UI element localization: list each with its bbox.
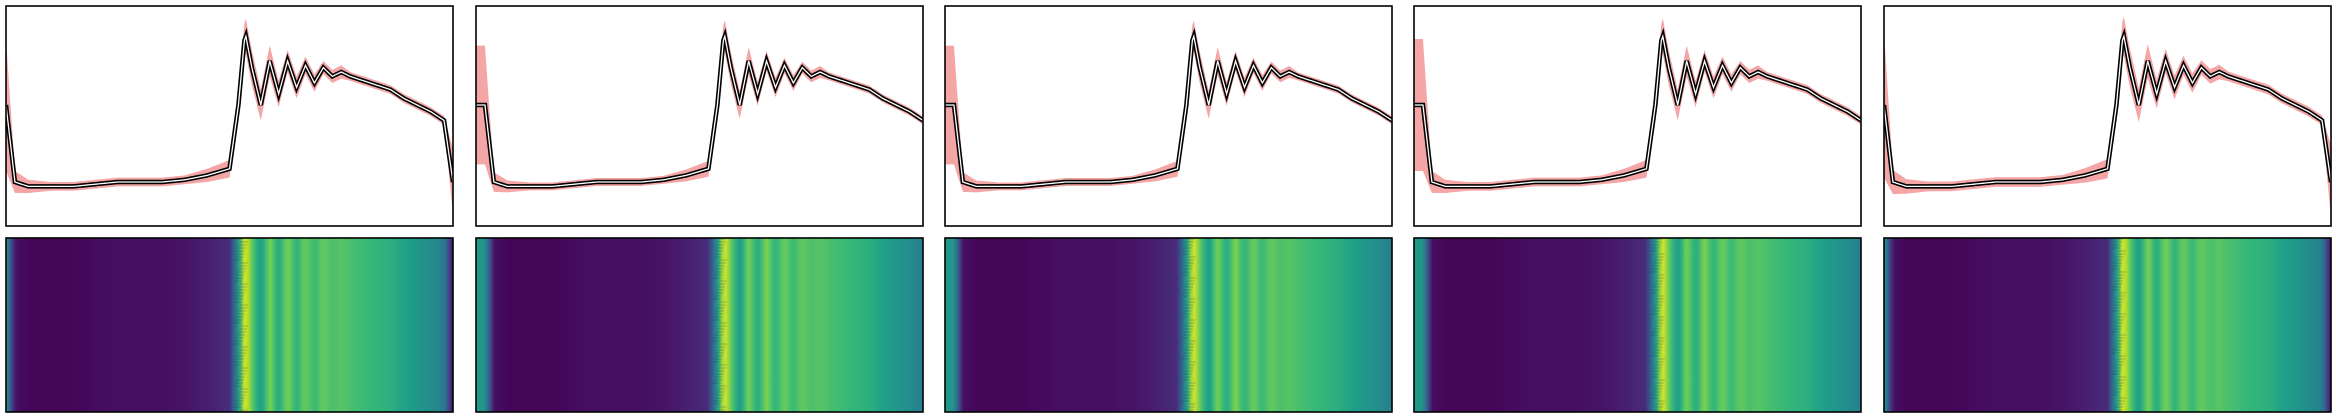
heatmap-row-texture xyxy=(1650,238,1665,411)
heatmap-panel-4 xyxy=(1413,237,1862,413)
mean-line-core xyxy=(1884,33,2331,188)
heatmap-panel-3 xyxy=(944,237,1393,413)
heatmap-row-texture xyxy=(2111,238,2126,411)
axes-frame xyxy=(5,5,454,227)
confidence-band xyxy=(476,20,923,193)
confidence-band xyxy=(1884,16,2331,219)
mean-line-core xyxy=(1414,33,1861,188)
heatmap-panel-5 xyxy=(1883,237,2332,413)
mean-line xyxy=(1884,27,2331,189)
heatmap-panel-1 xyxy=(5,237,454,413)
heatmap-image xyxy=(1414,238,1861,412)
axes-frame xyxy=(944,237,1393,413)
heatmap-row-texture xyxy=(233,238,248,411)
profile-panel-4 xyxy=(1413,5,1862,227)
axes-frame xyxy=(475,237,924,413)
axes-frame xyxy=(1883,237,2332,413)
axes-frame xyxy=(1413,5,1862,227)
profile-panel-3 xyxy=(944,5,1393,227)
heatmap-row-texture xyxy=(712,238,727,411)
heatmap-image xyxy=(1884,238,2331,412)
heatmap-image xyxy=(476,238,923,412)
axes-frame xyxy=(944,5,1393,227)
axes-frame xyxy=(1413,237,1862,413)
mean-line xyxy=(945,27,1392,189)
heatmap-panel-2 xyxy=(475,237,924,413)
profile-panel-2 xyxy=(475,5,924,227)
heatmap-image xyxy=(945,238,1392,412)
mean-line-core xyxy=(6,33,453,188)
confidence-band xyxy=(6,18,453,216)
confidence-band xyxy=(1414,18,1861,194)
confidence-band xyxy=(945,20,1392,193)
heatmap-image xyxy=(6,238,453,412)
mean-line-core xyxy=(945,33,1392,188)
mean-line-core xyxy=(476,33,923,188)
profile-panel-1 xyxy=(5,5,454,227)
mean-line xyxy=(476,27,923,189)
profile-panel-5 xyxy=(1883,5,2332,227)
heatmap-row-texture xyxy=(1181,238,1196,411)
axes-frame xyxy=(475,5,924,227)
axes-frame xyxy=(1883,5,2332,227)
mean-line xyxy=(6,27,453,189)
axes-frame xyxy=(5,237,454,413)
